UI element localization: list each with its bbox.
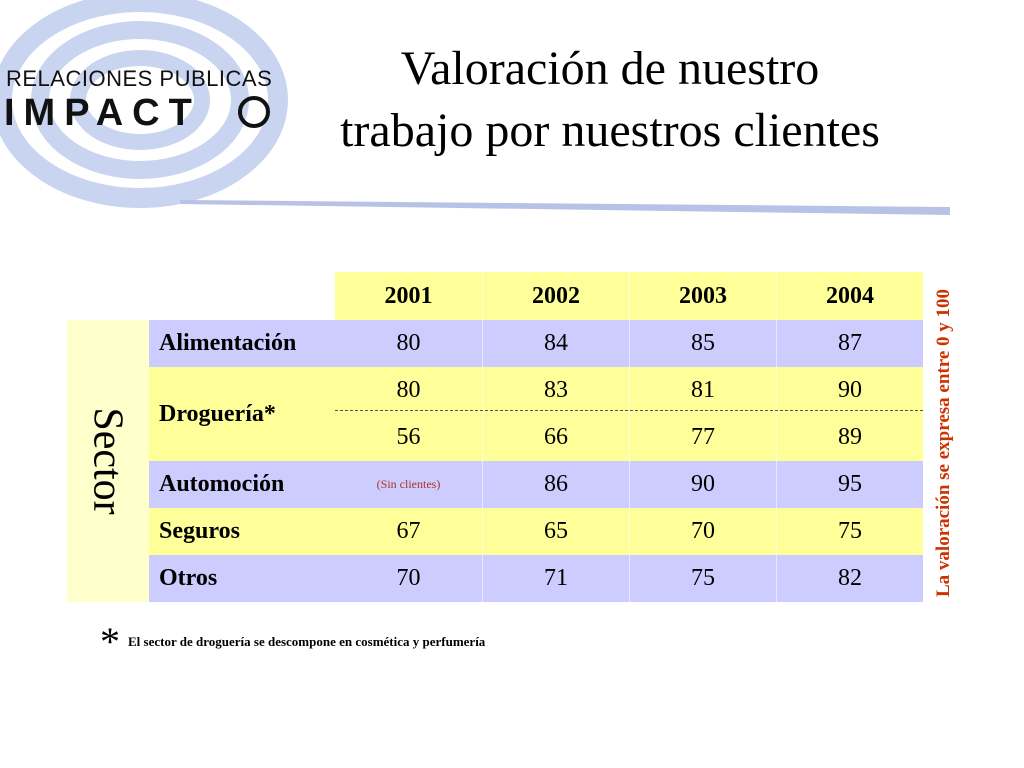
table-row: Otros 70 71 75 82 xyxy=(149,555,923,602)
rating-cell: 95 xyxy=(776,461,923,508)
rating-cell: 89 xyxy=(776,414,923,461)
drogueria-subrow-cosmetica: 80 83 81 90 xyxy=(335,367,923,414)
sector-name: Seguros xyxy=(159,518,240,544)
rating-cell: 85 xyxy=(629,320,776,367)
rating-cell: 87 xyxy=(776,320,923,367)
sector-name: Automoción xyxy=(159,471,285,497)
logo-text-impacto: IMPACT xyxy=(4,92,201,134)
rating-cell: 82 xyxy=(776,555,923,602)
sector-label-text: Sector xyxy=(85,407,132,515)
sector-vertical-label: Sector xyxy=(67,320,149,602)
no-clients-note: (Sin clientes) xyxy=(376,477,441,491)
rating-cell: 84 xyxy=(482,320,629,367)
table-header-row: 2001 2002 2003 2004 xyxy=(149,272,923,320)
year-header: 2004 xyxy=(776,272,923,320)
rating-cell: 70 xyxy=(396,565,421,591)
rating-cell: 83 xyxy=(482,367,629,414)
rating-cell: 80 xyxy=(396,377,421,403)
rating-scale-note-text: La valoración se expresa entre 0 y 100 xyxy=(933,288,955,598)
logo-rings-icon xyxy=(0,0,288,208)
rating-cell: 90 xyxy=(629,461,776,508)
rating-scale-note: La valoración se expresa entre 0 y 100 xyxy=(930,258,958,628)
rating-cell: 75 xyxy=(776,508,923,555)
rating-cell: 67 xyxy=(396,518,421,544)
impacto-logo: RELACIONES PUBLICAS IMPACT xyxy=(0,0,290,215)
rating-cell: 80 xyxy=(396,330,421,356)
rating-cell: 66 xyxy=(482,414,629,461)
sector-band xyxy=(67,320,149,602)
rating-cell: 90 xyxy=(776,367,923,414)
rating-cell: 86 xyxy=(482,461,629,508)
table-row: Seguros 67 65 70 75 xyxy=(149,508,923,555)
title-line-1: Valoración de nuestro xyxy=(400,42,820,95)
table-row: Alimentación 80 84 85 87 xyxy=(149,320,923,367)
footnote-asterisk: * xyxy=(100,619,120,664)
rating-cell: 77 xyxy=(629,414,776,461)
logo-text-relaciones-publicas: RELACIONES PUBLICAS xyxy=(6,66,273,91)
rating-cell: 71 xyxy=(482,555,629,602)
rating-cell: 56 xyxy=(396,424,421,450)
footnote: * El sector de droguería se descompone e… xyxy=(100,618,485,665)
sector-name: Otros xyxy=(159,565,218,591)
page-title: Valoración de nuestro trabajo por nuestr… xyxy=(250,38,970,162)
drogueria-dashed-divider xyxy=(335,410,923,411)
table-row: Droguería* 80 83 81 90 56 66 77 89 xyxy=(149,367,923,461)
sector-name: Alimentación xyxy=(159,330,297,356)
rating-cell: 75 xyxy=(629,555,776,602)
title-line-2: trabajo por nuestros clientes xyxy=(340,104,880,157)
rating-cell: 81 xyxy=(629,367,776,414)
drogueria-values: 80 83 81 90 56 66 77 89 xyxy=(335,367,923,461)
rating-cell: 65 xyxy=(482,508,629,555)
footnote-text: El sector de droguería se descompone en … xyxy=(128,633,486,649)
year-header: 2002 xyxy=(482,272,629,320)
table-row: Automoción (Sin clientes) 86 90 95 xyxy=(149,461,923,508)
sector-name: Droguería* xyxy=(159,400,276,427)
header-empty-cell xyxy=(149,272,335,320)
year-header: 2003 xyxy=(629,272,776,320)
year-header: 2001 xyxy=(335,272,482,320)
rating-cell: 70 xyxy=(629,508,776,555)
drogueria-subrow-perfumeria: 56 66 77 89 xyxy=(335,414,923,461)
title-underline-divider xyxy=(180,200,950,215)
